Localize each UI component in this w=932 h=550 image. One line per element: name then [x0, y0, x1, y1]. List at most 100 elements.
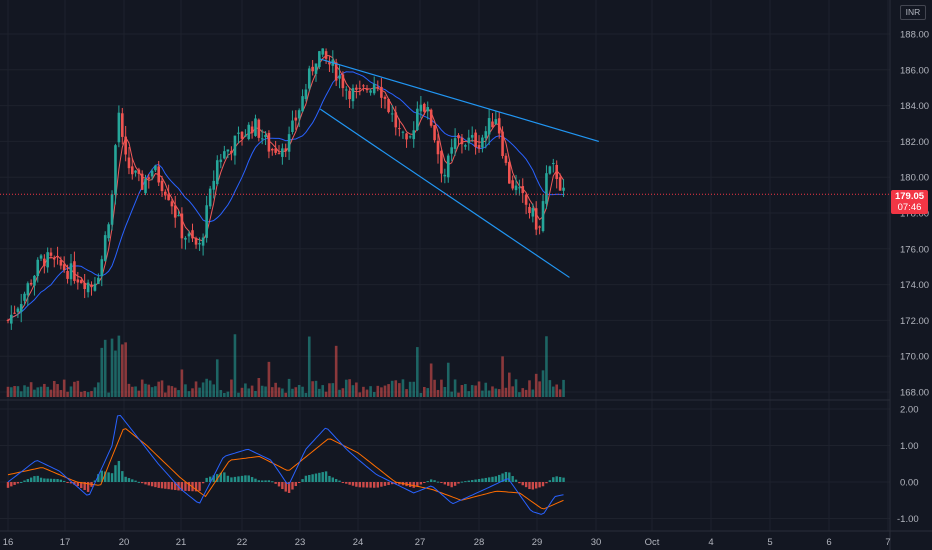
- candle-up: [426, 107, 430, 112]
- volume-bar: [29, 382, 33, 397]
- candle-up: [187, 233, 191, 237]
- candle-up: [244, 135, 247, 137]
- macd-histogram-bar: [470, 480, 474, 482]
- macd-axis-label: 0.00: [900, 478, 919, 489]
- candle-down: [164, 191, 167, 196]
- volume-bar: [548, 380, 552, 397]
- macd-histogram-bar: [297, 482, 301, 483]
- volume-bar: [19, 391, 23, 397]
- candle-down: [474, 132, 477, 148]
- candle-down: [173, 205, 177, 218]
- candle-down: [497, 118, 501, 134]
- volume-bar: [467, 391, 471, 397]
- macd-histogram-bar: [66, 482, 69, 483]
- candle-up: [494, 119, 498, 125]
- macd-histogram-bar: [230, 477, 233, 482]
- candle-down: [387, 99, 390, 113]
- volume-bar: [240, 387, 244, 397]
- macd-histogram-bar: [13, 482, 16, 485]
- price-axis-label: 182.00: [900, 137, 929, 148]
- candle-down: [440, 150, 443, 174]
- volume-bar: [97, 382, 100, 397]
- candle-down: [76, 279, 80, 283]
- candle-up: [548, 166, 552, 174]
- volume-bar: [244, 383, 247, 397]
- time-axis-label: 28: [474, 537, 485, 548]
- candle-up: [453, 138, 457, 149]
- candle-up: [134, 170, 137, 173]
- macd-histogram-bar: [100, 470, 103, 482]
- price-axis[interactable]: 188.00 186.00 184.00 182.00 180.00 178.00 176.…: [900, 30, 929, 399]
- volume-bar: [464, 384, 467, 397]
- time-axis[interactable]: 16 17 20 21 22 23 24 27 28 29 30 Oct 4 5 6 7: [3, 537, 891, 548]
- candle-up: [412, 130, 416, 140]
- volume-bar: [86, 392, 90, 397]
- candle-down: [180, 213, 184, 239]
- volume-bar: [270, 387, 274, 397]
- volume-bar: [73, 381, 76, 397]
- macd-axis[interactable]: 2.00 1.00 0.00 -1.00: [897, 405, 919, 526]
- candle-down: [147, 177, 151, 179]
- candle-down: [477, 145, 481, 149]
- currency-badge[interactable]: INR: [900, 5, 926, 20]
- volume-bar: [321, 385, 325, 397]
- candle-down: [429, 109, 433, 126]
- macd-histogram-bar: [514, 479, 518, 482]
- volume-bar: [365, 389, 369, 397]
- volume-bar: [114, 350, 117, 397]
- volume-bar: [328, 383, 331, 397]
- moving-average-long-line: [7, 71, 564, 321]
- volume-bar: [76, 380, 80, 397]
- macd-histogram-bar: [254, 478, 257, 482]
- candle-down: [405, 133, 408, 140]
- macd-histogram-bar: [184, 482, 187, 491]
- volume-bar: [521, 388, 525, 397]
- volume-bar: [103, 339, 107, 397]
- candle-up: [39, 255, 43, 259]
- volume-bar: [351, 385, 355, 397]
- macd-histogram-bar: [271, 481, 274, 483]
- candle-down: [398, 128, 401, 130]
- volume-bar: [484, 382, 488, 397]
- candle-down: [334, 62, 338, 81]
- candle-up: [23, 293, 26, 301]
- time-axis-label: 6: [826, 537, 831, 548]
- candle-down: [511, 180, 514, 189]
- macd-histogram-bar: [294, 482, 298, 487]
- volume-bar: [528, 380, 531, 397]
- macd-histogram-bar: [348, 482, 351, 485]
- volume-bar: [524, 389, 528, 397]
- macd-histogram-bar: [205, 477, 208, 482]
- volume-bar: [264, 386, 267, 397]
- price-axis-label: 176.00: [900, 244, 929, 255]
- macd-histogram-bar: [538, 482, 541, 488]
- volume-bar: [201, 382, 205, 397]
- volume-bar: [394, 380, 398, 397]
- volume-bar: [551, 386, 555, 397]
- volume-bar: [504, 387, 508, 397]
- candle-down: [230, 150, 233, 154]
- macd-histogram-bar: [226, 475, 230, 482]
- candle-up: [103, 235, 107, 261]
- volume-bar: [429, 363, 433, 397]
- macd-histogram-bar: [328, 475, 331, 482]
- macd-histogram-bar: [355, 482, 358, 487]
- candle-up: [470, 135, 474, 138]
- volume-bar: [184, 384, 187, 397]
- volume-bar: [314, 380, 318, 397]
- macd-histogram-bar: [274, 482, 277, 484]
- candle-up: [201, 237, 205, 246]
- trendlines[interactable]: [319, 58, 599, 278]
- volume-bar: [180, 369, 184, 397]
- candle-up: [390, 113, 394, 115]
- volume-bar: [39, 386, 43, 397]
- candle-down: [277, 153, 281, 155]
- candle-up: [450, 147, 453, 154]
- candle-down: [13, 312, 16, 314]
- volume-bar: [423, 386, 426, 397]
- macd-histogram-bar: [26, 479, 30, 482]
- macd-histogram-bar: [376, 482, 379, 488]
- volume-bar: [52, 380, 56, 397]
- macd-histogram-bar: [154, 482, 157, 488]
